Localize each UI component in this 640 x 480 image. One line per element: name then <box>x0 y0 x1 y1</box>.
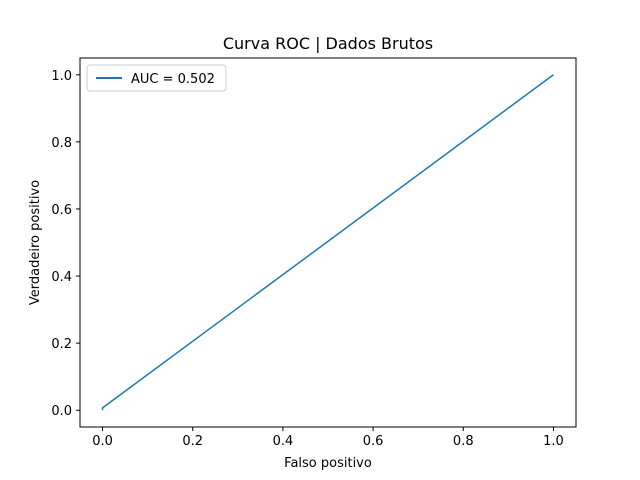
roc-curve-line <box>101 74 554 411</box>
y-tick-label: 0.6 <box>51 203 72 218</box>
y-tick-label: 0.2 <box>51 337 72 352</box>
x-tick-label: 0.0 <box>92 434 113 449</box>
x-tick-label: 0.6 <box>363 434 384 449</box>
x-tick-label: 0.2 <box>182 434 203 449</box>
x-tick-label: 1.0 <box>543 434 564 449</box>
y-tick-label: 0.4 <box>51 270 72 285</box>
plot-frame <box>79 57 577 428</box>
y-tick-label: 0.8 <box>51 136 72 151</box>
legend-box <box>86 64 227 92</box>
y-tick-label: 0.0 <box>51 404 72 419</box>
x-axis-label: Falso positivo <box>284 456 372 471</box>
x-tick-label: 0.4 <box>273 434 294 449</box>
x-tick-label: 0.8 <box>453 434 474 449</box>
y-tick-label: 1.0 <box>51 69 72 84</box>
legend-label: AUC = 0.502 <box>131 72 215 87</box>
legend: AUC = 0.502 <box>86 64 227 92</box>
chart-title: Curva ROC | Dados Brutos <box>223 34 433 53</box>
y-axis-label: Verdadeiro positivo <box>28 180 43 305</box>
